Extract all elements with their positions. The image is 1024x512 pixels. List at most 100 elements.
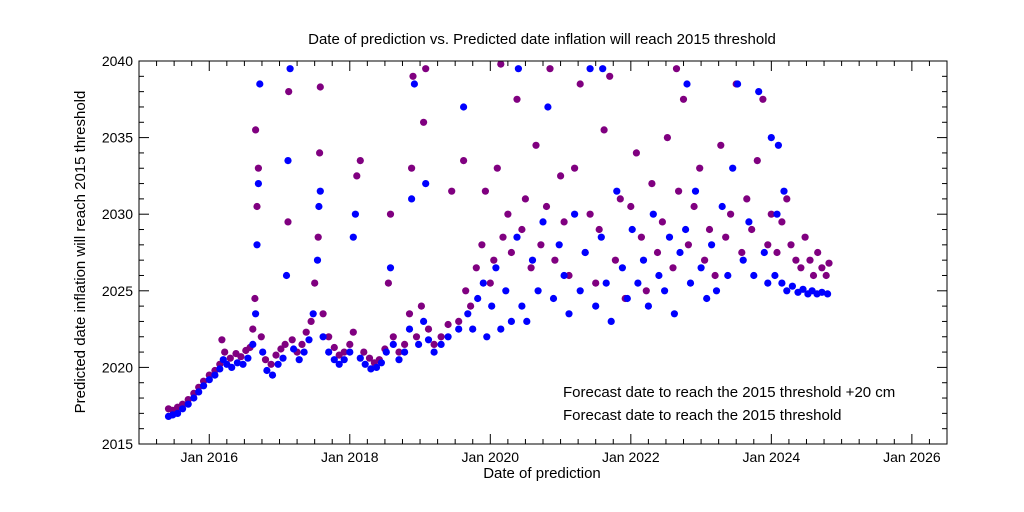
x-tick-label: Jan 2026 (883, 449, 941, 465)
data-point-s0-28 (281, 340, 289, 348)
data-point-s1-101 (634, 279, 642, 287)
y-tick-label: 2025 (102, 283, 133, 299)
data-point-s0-112 (653, 248, 662, 257)
data-point-s1-28 (284, 157, 292, 165)
data-point-s0-147 (825, 259, 833, 267)
data-point-s1-105 (655, 271, 663, 280)
y-tick-label: 2020 (102, 359, 133, 375)
x-tick-label: Jan 2018 (321, 449, 379, 465)
data-point-s0-80 (493, 164, 501, 172)
y-axis-title: Predicted date inflation will reach 2015… (72, 91, 89, 414)
data-point-s1-80 (523, 317, 531, 325)
data-point-s0-134 (767, 210, 775, 218)
data-point-s0-133 (764, 241, 772, 249)
data-point-s1-128 (771, 271, 779, 280)
data-point-s0-84 (513, 95, 521, 103)
data-point-s1-79 (518, 302, 526, 310)
data-point-s1-50 (377, 359, 385, 367)
data-point-s1-72 (483, 333, 491, 341)
data-point-s1-24 (268, 371, 277, 379)
data-point-s1-21 (256, 80, 264, 88)
data-point-s1-17 (249, 340, 257, 348)
data-point-s0-59 (405, 310, 414, 318)
data-point-s1-111 (686, 279, 695, 287)
data-point-s0-77 (481, 187, 489, 195)
data-point-s0-94 (560, 218, 568, 226)
data-point-s0-83 (507, 248, 515, 257)
data-point-s1-4 (184, 400, 192, 408)
legend-entry-plus-20cm: Forecast date to reach the 2015 threshol… (563, 384, 895, 401)
data-point-s1-65 (444, 333, 452, 341)
data-point-s1-89 (571, 210, 579, 218)
data-point-s1-27 (282, 271, 291, 280)
data-point-s0-18 (249, 325, 257, 333)
data-point-s0-93 (557, 172, 565, 180)
data-point-s0-119 (690, 202, 698, 211)
data-point-s0-140 (797, 264, 805, 272)
data-point-s0-149 (672, 65, 681, 73)
data-point-s0-100 (592, 279, 600, 287)
data-point-s0-128 (738, 248, 746, 257)
y-tick-label: 2030 (102, 206, 133, 222)
data-point-s1-37 (316, 187, 324, 195)
data-point-s0-129 (743, 195, 751, 203)
data-point-s0-38 (316, 149, 324, 157)
data-point-s1-10 (216, 365, 224, 373)
data-point-s1-113 (697, 264, 705, 272)
x-axis-title: Date of prediction (483, 465, 601, 482)
data-point-s1-57 (408, 195, 416, 203)
data-point-s0-109 (637, 233, 646, 241)
data-point-s0-74 (467, 302, 475, 310)
data-point-s1-45 (351, 210, 359, 218)
data-point-s0-66 (424, 325, 433, 333)
data-point-s1-13 (228, 363, 236, 371)
data-point-s0-141 (801, 233, 809, 241)
data-point-s0-57 (395, 348, 403, 356)
data-point-s0-22 (252, 126, 260, 134)
data-point-s0-26 (272, 351, 280, 359)
data-point-s1-93 (592, 302, 600, 310)
data-point-s1-126 (764, 279, 772, 287)
data-point-s0-101 (595, 225, 603, 234)
data-point-s0-55 (386, 210, 395, 218)
data-point-s1-88 (565, 310, 573, 318)
legend-entry-2015-threshold: Forecast date to reach the 2015 threshol… (563, 407, 842, 424)
points-layer (164, 60, 833, 420)
x-tick-label: Jan 2022 (602, 449, 660, 465)
data-point-s0-73 (462, 287, 470, 295)
data-point-s1-73 (488, 302, 496, 310)
data-point-s1-91 (581, 248, 589, 257)
data-point-s0-148 (497, 60, 505, 68)
data-point-s1-59 (415, 340, 423, 348)
data-point-s0-125 (722, 233, 730, 241)
data-point-s0-40 (319, 310, 327, 318)
data-point-s1-106 (661, 287, 669, 295)
data-point-s1-14 (233, 359, 241, 367)
data-point-s0-12 (221, 348, 229, 356)
data-point-s1-103 (644, 302, 653, 310)
data-point-s0-81 (499, 233, 507, 241)
x-tick-label: Jan 2024 (743, 449, 801, 465)
data-point-s0-96 (571, 164, 579, 172)
data-point-s1-5 (190, 394, 198, 402)
data-point-s0-102 (600, 126, 608, 134)
data-point-s1-116 (712, 287, 721, 295)
data-point-s1-96 (607, 317, 615, 325)
data-point-s0-61 (409, 72, 417, 80)
data-point-s0-99 (586, 210, 594, 218)
data-point-s0-89 (537, 241, 545, 249)
data-point-s0-37 (314, 233, 322, 241)
data-point-s1-31 (295, 356, 303, 364)
data-point-s1-67 (460, 103, 468, 111)
data-point-s1-77 (507, 317, 515, 325)
data-point-s0-70 (448, 187, 456, 195)
data-point-s1-85 (549, 294, 558, 303)
data-point-s0-110 (642, 287, 650, 295)
data-point-s1-129 (774, 141, 783, 149)
data-point-s0-90 (542, 202, 551, 211)
y-tick-label: 2040 (102, 53, 133, 69)
data-point-s0-111 (648, 180, 656, 188)
data-point-s1-99 (623, 294, 631, 303)
data-point-s0-146 (822, 271, 830, 280)
data-point-s1-8 (205, 376, 213, 384)
